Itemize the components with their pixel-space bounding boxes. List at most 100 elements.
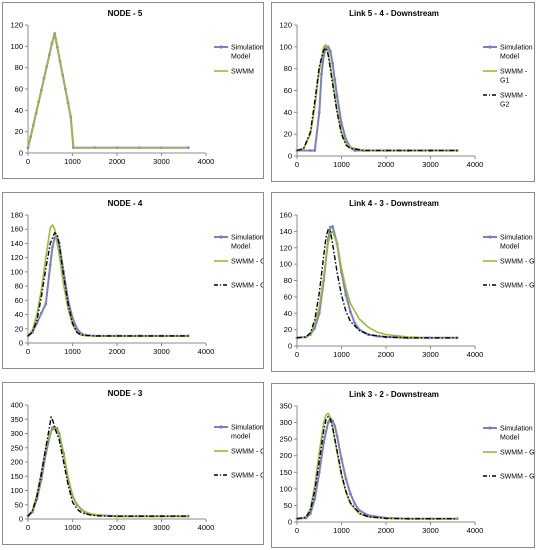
- y-tick-label: 140: [279, 227, 292, 236]
- legend-label: SWMM - G1: [500, 450, 534, 457]
- data-point: [335, 434, 339, 438]
- y-tick-label: 60: [284, 292, 292, 301]
- data-point: [308, 512, 312, 516]
- legend-label: Simulation: [231, 235, 263, 242]
- data-point: [328, 49, 332, 53]
- data-point: [322, 441, 326, 444]
- y-tick-label: 120: [279, 243, 292, 252]
- data-point: [353, 502, 357, 506]
- x-tick-label: 1000: [64, 523, 81, 532]
- y-tick-label: 300: [10, 429, 23, 438]
- data-point: [39, 311, 43, 315]
- data-point: [331, 61, 334, 65]
- data-point: [353, 321, 357, 325]
- series-line-sim: [296, 417, 458, 520]
- data-point: [331, 225, 334, 228]
- legend-label: Simulation: [231, 45, 263, 52]
- chart-title: Link 5 - 4 - Downstream: [349, 9, 439, 18]
- x-tick-label: 0: [295, 350, 299, 359]
- y-tick-label: 40: [284, 309, 292, 318]
- chart-title: Link 4 - 3 - Downstream: [349, 199, 439, 208]
- legend-label: Model: [500, 54, 520, 61]
- data-point: [44, 302, 48, 306]
- y-tick-label: 150: [279, 468, 292, 477]
- legend-label: Model: [231, 54, 251, 61]
- y-tick-label: 350: [279, 402, 292, 411]
- y-tick-label: 20: [15, 324, 23, 333]
- data-point: [349, 492, 352, 496]
- series-line-g2: [296, 229, 458, 339]
- legend-label: G1: [500, 78, 509, 85]
- y-tick-label: 40: [284, 108, 292, 117]
- series-line-g2: [27, 232, 189, 337]
- y-tick-label: 40: [15, 106, 23, 115]
- y-tick-label: 0: [288, 518, 292, 527]
- legend-label: SWMM - G2: [231, 473, 263, 480]
- series-line-sim: [27, 426, 189, 518]
- y-tick-label: 100: [279, 484, 292, 493]
- legend-label: SWMM - G2: [500, 283, 534, 290]
- legend-label: SWMM - G1: [231, 259, 263, 266]
- y-tick-label: 150: [10, 472, 23, 481]
- x-tick-label: 2000: [109, 347, 126, 356]
- y-tick-label: 200: [279, 451, 292, 460]
- y-tick-label: 350: [10, 415, 23, 424]
- data-point: [344, 477, 348, 481]
- data-point: [349, 310, 352, 314]
- y-tick-label: 100: [10, 42, 23, 51]
- y-tick-label: 60: [284, 86, 292, 95]
- data-point: [357, 509, 361, 512]
- x-tick-label: 2000: [378, 350, 395, 359]
- y-tick-label: 100: [279, 260, 292, 269]
- y-tick-label: 0: [288, 342, 292, 351]
- y-tick-label: 40: [15, 310, 23, 319]
- y-tick-label: 50: [284, 501, 292, 510]
- series-line-g1: [27, 224, 189, 337]
- data-point: [340, 121, 343, 125]
- series-line-g2: [27, 416, 189, 517]
- x-tick-label: 4000: [198, 347, 215, 356]
- y-tick-label: 160: [10, 225, 23, 234]
- x-tick-label: 2000: [109, 157, 126, 166]
- y-tick-label: 80: [15, 282, 23, 291]
- x-tick-label: 0: [26, 523, 30, 532]
- chart-title: NODE - 5: [108, 9, 143, 18]
- x-tick-label: 2000: [109, 523, 126, 532]
- legend-label: Model: [500, 244, 520, 251]
- x-tick-label: 0: [295, 160, 299, 169]
- y-tick-label: 60: [15, 85, 23, 94]
- x-tick-label: 1000: [333, 350, 350, 359]
- y-tick-label: 250: [10, 443, 23, 452]
- chart-panel-node-4: NODE - 4 0 20 40 60 80 100 120 140 160 180 0 1000 200…: [2, 192, 264, 369]
- chart-panel-node-5: NODE - 5 0 20 40 60 80 100 120 0 1000 2000 3000 4000…: [2, 2, 264, 179]
- data-point: [51, 245, 54, 249]
- chart-title: NODE - 3: [108, 389, 143, 398]
- y-tick-label: 120: [10, 21, 23, 30]
- y-tick-label: 250: [279, 435, 292, 444]
- y-tick-label: 100: [10, 267, 23, 276]
- y-tick-label: 100: [10, 486, 23, 495]
- chart-panel-link-3-2: Link 3 - 2 - Downstream 0 50 100 150 200 250 30…: [271, 383, 535, 548]
- x-tick-label: 0: [295, 526, 299, 535]
- data-point: [308, 149, 312, 152]
- series-line-g2: [296, 47, 458, 152]
- legend-marker: [488, 45, 492, 49]
- legend-label: SWMM - G2: [231, 283, 263, 290]
- y-tick-label: 300: [279, 418, 292, 427]
- series-line-g1: [296, 230, 458, 339]
- y-tick-label: 50: [15, 500, 23, 509]
- x-tick-label: 4000: [467, 160, 484, 169]
- x-tick-label: 1000: [333, 526, 350, 535]
- y-tick-label: 140: [10, 239, 23, 248]
- y-tick-label: 20: [284, 130, 292, 139]
- x-tick-label: 4000: [467, 350, 484, 359]
- series-line-g1: [27, 32, 189, 149]
- x-tick-label: 4000: [198, 523, 215, 532]
- x-tick-label: 0: [26, 347, 30, 356]
- legend-label: SWMM - G1: [500, 259, 534, 266]
- y-tick-label: 60: [15, 296, 23, 305]
- legend-label: SWMM - G1: [231, 449, 263, 456]
- y-tick-label: 80: [15, 63, 23, 72]
- series-line-g1: [27, 427, 189, 517]
- legend-label: SWMM: [231, 69, 254, 76]
